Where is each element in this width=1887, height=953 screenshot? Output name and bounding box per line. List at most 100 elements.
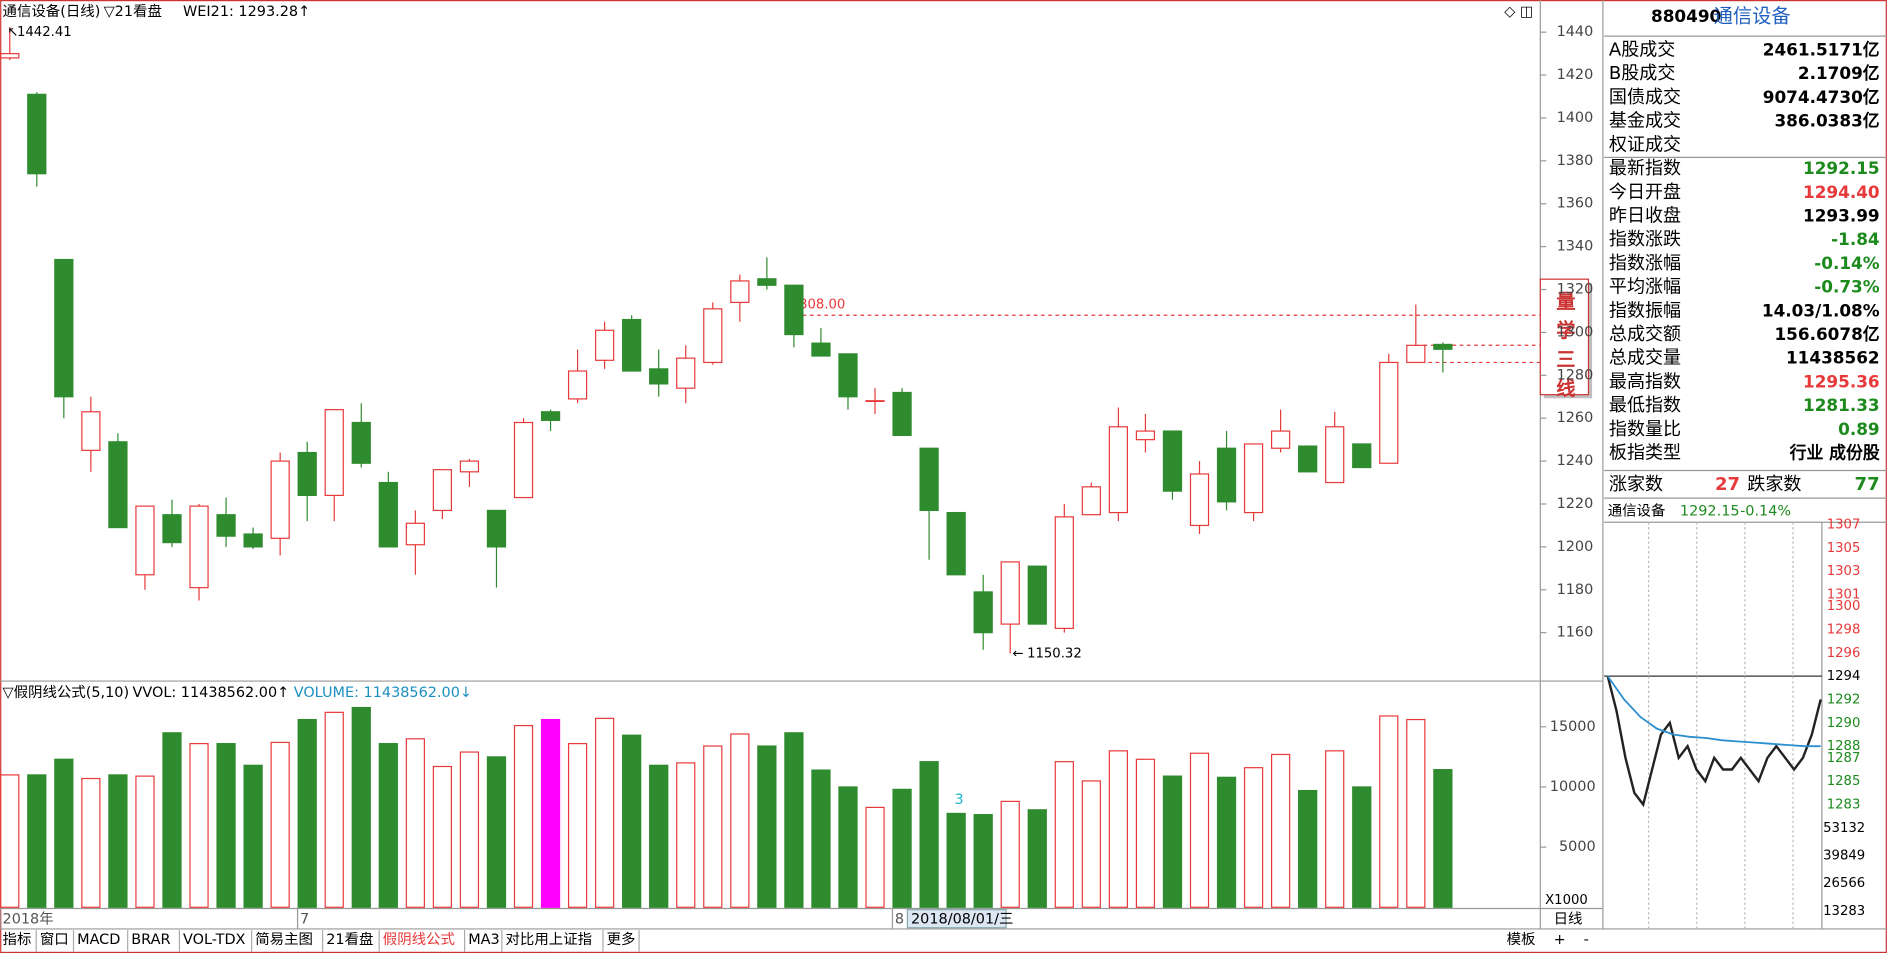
volume-title: ▽假阴线公式(5,10) [3, 684, 130, 701]
tab[interactable]: 21看盘 [326, 930, 373, 948]
tab[interactable]: 对比用上证指 [506, 931, 593, 948]
candle-body [513, 421, 534, 499]
reference-label: 1308.00 [791, 297, 846, 312]
side-box[interactable] [1539, 278, 1590, 396]
y-tick-label: 1180 [1557, 582, 1594, 598]
volume-bar [946, 812, 966, 908]
candle-body [54, 258, 74, 398]
intraday-price: 1292.15 [1680, 503, 1740, 519]
tab[interactable]: MA3 [468, 932, 500, 948]
candle-body [1000, 561, 1020, 625]
zoom-out[interactable]: - [1584, 932, 1589, 948]
volume-bar [54, 758, 74, 908]
candle-body [243, 533, 263, 548]
quote-value: 386.0383亿 [1774, 111, 1879, 131]
quote-label: 指数振幅 [1609, 300, 1681, 321]
quote-label: 最新指数 [1609, 158, 1681, 179]
intraday-change: -0.14% [1740, 503, 1791, 519]
intraday-tick-label: 1288 [1827, 739, 1861, 754]
intraday-tick-label: 1285 [1827, 774, 1861, 789]
candle-body [135, 505, 155, 576]
volume-bar [1054, 761, 1074, 908]
volume-bar [1081, 780, 1101, 908]
candle-body [1270, 430, 1291, 449]
volume-bar [27, 774, 47, 908]
quote-label: 总成交额 [1609, 324, 1681, 345]
volume-bar [892, 788, 912, 908]
volume-bar [811, 769, 831, 908]
volume-bar [81, 777, 101, 908]
candle-body [1298, 445, 1318, 473]
volume-bar [189, 743, 209, 908]
candle-body [81, 411, 101, 451]
candle-body [1216, 447, 1237, 503]
intraday-volume-tick: 53132 [1823, 821, 1865, 836]
quote-label: 今日开盘 [1609, 182, 1681, 203]
x-tick-label: 8 [895, 911, 904, 927]
period-button[interactable]: 日线 [1554, 910, 1583, 927]
quote-value: 0.89 [1838, 419, 1880, 439]
quote-label: 基金成交 [1609, 111, 1681, 132]
tab[interactable]: VOL-TDX [183, 932, 246, 948]
candle-body [811, 342, 831, 357]
volume-bar [432, 765, 453, 908]
tab[interactable]: 窗口 [40, 930, 69, 948]
tab[interactable]: 更多 [607, 931, 636, 948]
chart-title: 通信设备(日线) [3, 3, 101, 20]
intraday-volume-tick: 39849 [1823, 849, 1865, 864]
volume-bar [757, 745, 777, 908]
quote-value: -0.14% [1814, 253, 1880, 273]
fall-count: 77 [1855, 474, 1880, 495]
quote-name: 通信设备 [1714, 4, 1791, 27]
x-tick-label: 7 [300, 911, 309, 927]
zoom-in[interactable]: + [1554, 932, 1566, 948]
candle-body [703, 308, 723, 364]
max-label: 1442.41 [17, 25, 72, 40]
intraday-tick-label: 1287 [1827, 751, 1861, 766]
quote-label: 指数涨跌 [1609, 229, 1681, 250]
volume-bar [0, 774, 20, 908]
volume-tick-label: 10000 [1550, 779, 1596, 795]
quote-value: 156.6078亿 [1774, 324, 1879, 344]
template-button[interactable]: 模板 [1507, 931, 1536, 948]
volume-bar [1352, 786, 1372, 908]
candle-body [0, 53, 20, 59]
candle-body [1325, 426, 1345, 484]
tab[interactable]: 指标 [3, 931, 32, 948]
intraday-tick-label: 1290 [1827, 716, 1861, 731]
volume-bar [1189, 752, 1210, 908]
template-name[interactable]: ▽21看盘 [104, 2, 162, 20]
volume-bar [135, 775, 155, 908]
volume-unit: X1000 [1545, 893, 1588, 908]
candle-body [432, 469, 453, 512]
candle-body [1027, 565, 1047, 625]
tab[interactable]: BRAR [131, 932, 170, 948]
volume-bar [1027, 809, 1047, 908]
quote-label: 指数量比 [1609, 419, 1681, 440]
side-box-label: 量学三线 [1553, 291, 1576, 407]
volume-bar [1406, 718, 1426, 908]
candle-body [540, 411, 561, 421]
y-tick-label: 1360 [1557, 196, 1594, 212]
window-icons[interactable]: ◇ ◫ [1504, 4, 1533, 20]
volume-bar [973, 814, 993, 908]
candle-body [486, 509, 507, 548]
tab[interactable]: MACD [77, 932, 120, 948]
intraday-tick-label: 1294 [1827, 669, 1861, 684]
tab[interactable]: 假阴线公式 [383, 931, 455, 948]
candle-body [405, 522, 425, 546]
volume-bar [1108, 750, 1129, 908]
volume-bar [216, 743, 236, 908]
tab[interactable]: 简易主图 [255, 931, 313, 948]
y-tick-label: 1300 [1557, 324, 1594, 340]
volume-bar [1135, 758, 1156, 908]
volume-bar [270, 741, 290, 908]
volume-bar [1325, 750, 1345, 908]
quote-value: 14.03/1.08% [1762, 300, 1880, 320]
candle-body [1162, 430, 1183, 492]
candle-body [649, 368, 669, 385]
volume-bar [513, 724, 534, 908]
volume-bar [567, 743, 588, 908]
candle-body [1189, 473, 1210, 527]
candle-body [108, 441, 128, 529]
